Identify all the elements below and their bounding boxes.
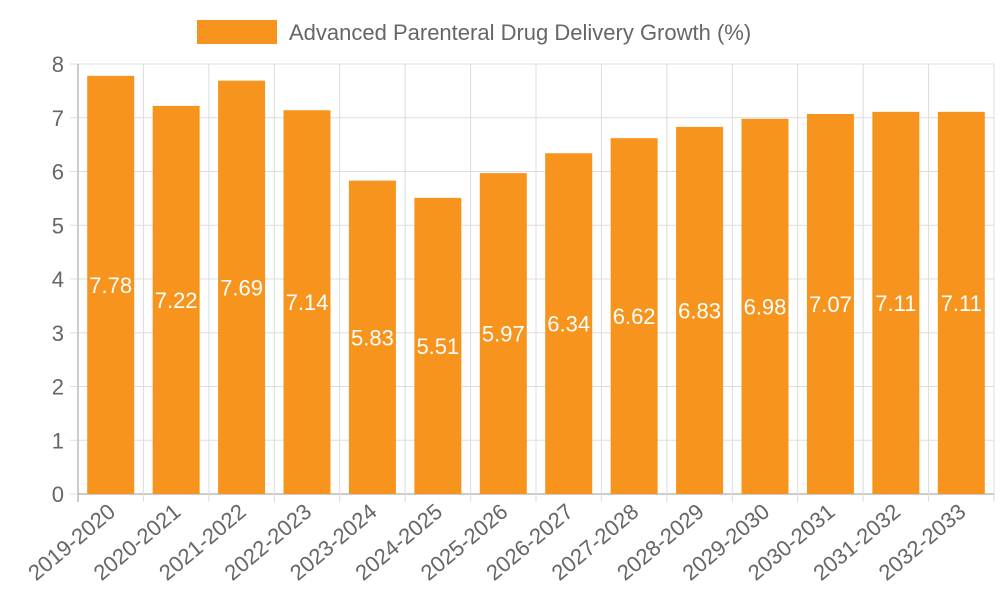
bar <box>87 75 135 494</box>
bar <box>937 111 985 495</box>
bar <box>348 180 396 494</box>
bar <box>806 113 854 495</box>
y-tick-label: 7 <box>52 106 64 131</box>
bar <box>479 173 527 495</box>
data-label: 7.07 <box>809 292 852 317</box>
bar <box>610 138 658 495</box>
y-tick-label: 6 <box>52 160 64 185</box>
data-label: 5.51 <box>416 334 459 359</box>
bar <box>545 153 593 494</box>
legend-swatch <box>197 20 277 44</box>
data-label: 5.97 <box>482 322 525 347</box>
data-label: 5.83 <box>351 325 394 350</box>
y-tick-label: 3 <box>52 321 64 346</box>
x-axis: 2019-20202020-20212021-20222022-20232023… <box>23 499 970 586</box>
y-tick-label: 4 <box>52 267 64 292</box>
data-label: 7.22 <box>155 288 198 313</box>
bar <box>283 110 331 494</box>
grid <box>77 63 995 502</box>
data-label: 7.14 <box>286 290 329 315</box>
data-label: 6.34 <box>547 312 590 337</box>
bar <box>414 197 462 494</box>
bar <box>741 118 789 494</box>
data-label: 6.98 <box>744 294 787 319</box>
data-label: 6.62 <box>613 304 656 329</box>
y-tick-label: 1 <box>52 428 64 453</box>
bars <box>87 75 985 495</box>
data-labels: 7.78 7.22 7.69 7.14 5.83 5.51 5.97 6.34 6.62 6.83… <box>89 273 982 359</box>
bar <box>218 80 266 494</box>
bar <box>872 111 920 495</box>
legend-label: Advanced Parenteral Drug Delivery Growth… <box>289 20 751 45</box>
y-tick-label: 0 <box>52 482 64 507</box>
data-label: 7.11 <box>941 291 982 316</box>
data-label: 7.11 <box>875 291 916 316</box>
data-label: 7.78 <box>89 273 132 298</box>
bar <box>676 126 724 494</box>
data-label: 6.83 <box>678 298 721 323</box>
legend: Advanced Parenteral Drug Delivery Growth… <box>197 20 751 45</box>
y-axis: 0 1 2 3 4 5 6 7 8 <box>52 52 78 507</box>
bar <box>152 105 200 495</box>
y-tick-label: 8 <box>52 52 64 77</box>
data-label: 7.69 <box>220 275 263 300</box>
y-tick-label: 5 <box>52 213 64 238</box>
y-tick-label: 2 <box>52 375 64 400</box>
